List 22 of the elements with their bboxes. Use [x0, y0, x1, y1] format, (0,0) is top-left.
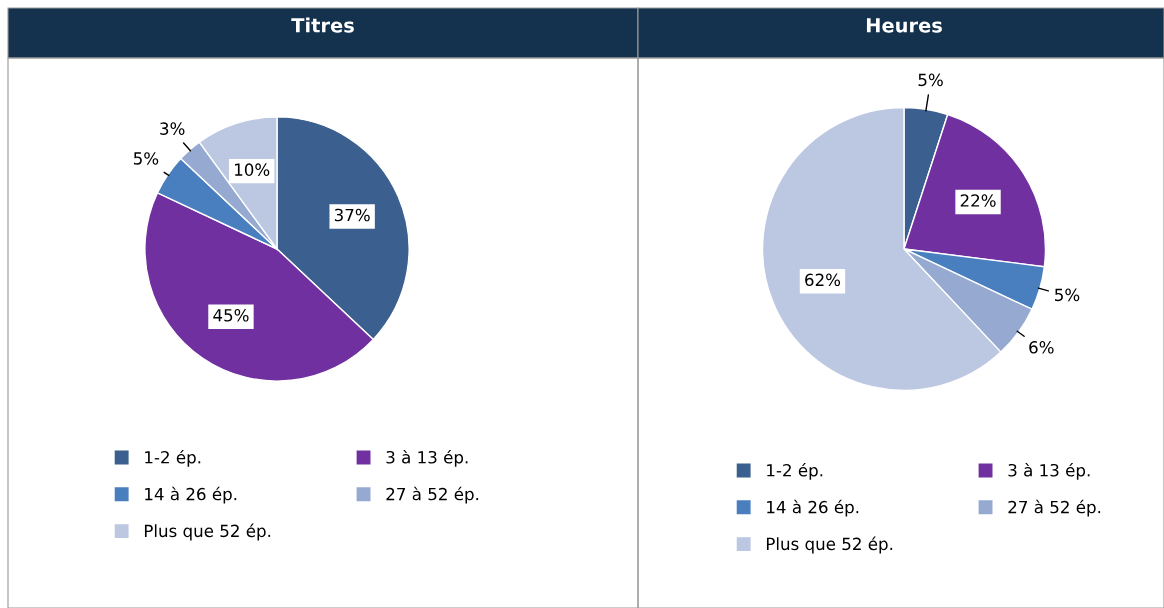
legend-label: 1-2 ép.	[767, 463, 823, 480]
legend-label: Plus que 52 ép.	[766, 536, 893, 554]
data-label: 22%	[960, 194, 996, 207]
data-label: 6%	[1029, 340, 1054, 354]
data-label: 5%	[918, 73, 943, 87]
legend-label: 14 à 26 ép.	[767, 499, 859, 517]
data-label: 62%	[805, 273, 841, 287]
chart-title: Titres	[291, 17, 354, 33]
legend-label: 14 à 26 ép.	[145, 486, 237, 504]
legend-label: 27 à 52 ép.	[1008, 499, 1101, 517]
data-label: 3%	[160, 122, 185, 135]
legend-label: 27 à 52 ép.	[386, 486, 479, 504]
data-label: 37%	[334, 208, 370, 222]
data-label: 5%	[133, 152, 159, 165]
legend-label: 1-2 ép.	[145, 450, 201, 467]
legend-label: 3 à 13 ép.	[1008, 463, 1090, 480]
data-label: 5%	[1055, 288, 1080, 302]
chart-title: Heures	[866, 18, 942, 33]
legend-label: Plus que 52 ép.	[144, 523, 271, 541]
legend-label: 3 à 13 ép.	[386, 450, 468, 467]
data-label: 10%	[235, 163, 270, 176]
data-label: 45%	[213, 308, 249, 322]
